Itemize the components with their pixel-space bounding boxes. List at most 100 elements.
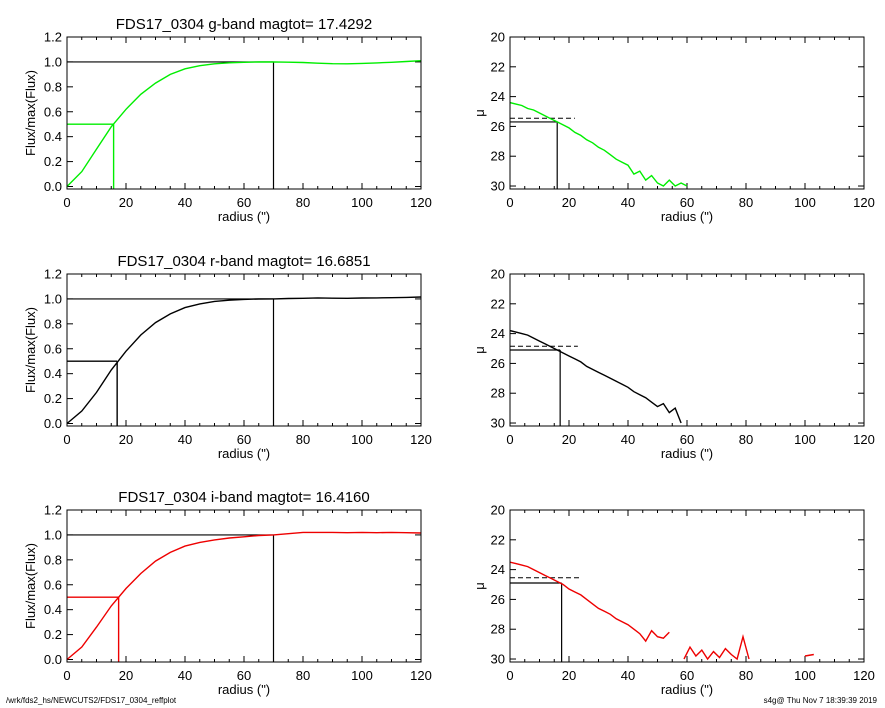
x-axis-label: radius (")	[218, 682, 270, 697]
x-tick-label: 40	[621, 432, 635, 447]
x-tick-label: 0	[506, 432, 513, 447]
x-tick-label: 0	[63, 432, 70, 447]
x-axis-label: radius (")	[661, 446, 713, 461]
y-axis-label: μ	[472, 582, 487, 590]
x-axis-label: radius (")	[661, 209, 713, 224]
y-tick-label: 1.0	[44, 527, 62, 542]
x-tick-label: 20	[119, 432, 133, 447]
x-tick-label: 20	[562, 195, 576, 210]
x-tick-label: 100	[794, 668, 816, 683]
panel-title: FDS17_0304 r-band magtot= 16.6851	[117, 253, 370, 270]
panel-4: 0 20 40 60 80 100 120 20 22 24 26 28 30 radius (") μ	[472, 267, 875, 462]
panel-title: FDS17_0304 g-band magtot= 17.4292	[116, 16, 372, 33]
panel-2: 0 20 40 60 80 100 120 20 22 24 26 28 30 radius (") μ	[472, 30, 875, 225]
y-tick-label: 0.6	[44, 341, 62, 356]
x-tick-label: 20	[119, 195, 133, 210]
x-tick-label: 60	[237, 195, 251, 210]
x-tick-label: 120	[410, 668, 432, 683]
y-tick-label: 1.2	[44, 503, 62, 518]
y-tick-label: 30	[491, 179, 505, 194]
y-tick-label: 0.4	[44, 366, 62, 381]
x-tick-label: 80	[296, 195, 310, 210]
data-series-line	[510, 101, 688, 187]
x-tick-label: 100	[351, 195, 373, 210]
y-tick-label: 0.0	[44, 652, 62, 667]
x-tick-label: 80	[296, 668, 310, 683]
x-tick-label: 20	[119, 668, 133, 683]
y-tick-label: 0.4	[44, 602, 62, 617]
x-tick-label: 0	[63, 195, 70, 210]
x-tick-label: 80	[296, 432, 310, 447]
plot-frame	[66, 509, 422, 663]
y-tick-label: 22	[491, 532, 505, 547]
y-axis-label: μ	[472, 346, 487, 354]
x-tick-label: 0	[63, 668, 70, 683]
plot-frame	[509, 509, 865, 663]
y-tick-label: 0.2	[44, 627, 62, 642]
x-tick-label: 120	[853, 195, 875, 210]
plot-frame	[509, 36, 865, 190]
data-series-line	[804, 653, 814, 657]
plot-frame	[66, 273, 422, 427]
y-tick-label: 0.4	[44, 129, 62, 144]
x-tick-label: 20	[562, 432, 576, 447]
y-tick-label: 28	[491, 622, 505, 637]
x-axis-label: radius (")	[218, 209, 270, 224]
x-axis-label: radius (")	[218, 446, 270, 461]
x-tick-label: 120	[853, 668, 875, 683]
x-tick-label: 60	[237, 668, 251, 683]
x-tick-label: 60	[680, 668, 694, 683]
y-tick-label: 26	[491, 592, 505, 607]
y-tick-label: 20	[491, 30, 505, 45]
y-tick-label: 0.6	[44, 104, 62, 119]
y-tick-label: 0.6	[44, 577, 62, 592]
y-tick-label: 0.2	[44, 154, 62, 169]
y-tick-label: 20	[491, 267, 505, 282]
x-axis-label: radius (")	[661, 682, 713, 697]
x-tick-label: 40	[621, 668, 635, 683]
y-tick-label: 22	[491, 296, 505, 311]
y-axis-label: μ	[472, 109, 487, 117]
y-tick-label: 1.2	[44, 267, 62, 282]
x-tick-label: 40	[178, 195, 192, 210]
y-tick-label: 28	[491, 149, 505, 164]
x-tick-label: 120	[410, 195, 432, 210]
footer-timestamp: s4g@ Thu Nov 7 18:39:39 2019	[763, 696, 877, 705]
data-series-line	[510, 329, 682, 424]
y-tick-label: 26	[491, 119, 505, 134]
y-tick-label: 26	[491, 356, 505, 371]
x-tick-label: 60	[237, 432, 251, 447]
y-tick-label: 0.0	[44, 179, 62, 194]
data-series-line	[67, 296, 421, 425]
y-tick-label: 0.8	[44, 552, 62, 567]
data-series-line	[683, 633, 750, 661]
x-tick-label: 20	[562, 668, 576, 683]
y-axis-label: Flux/max(Flux)	[23, 70, 38, 156]
y-tick-label: 22	[491, 59, 505, 74]
y-tick-label: 1.0	[44, 54, 62, 69]
y-tick-label: 24	[491, 562, 505, 577]
y-tick-label: 20	[491, 503, 505, 518]
plot-frame	[66, 36, 422, 190]
x-tick-label: 80	[739, 432, 753, 447]
x-tick-label: 100	[351, 432, 373, 447]
y-tick-label: 0.8	[44, 316, 62, 331]
y-tick-label: 28	[491, 386, 505, 401]
y-tick-label: 30	[491, 652, 505, 667]
footer-file-path: /wrk/fds2_hs/NEWCUTS2/FDS17_0304_reffplo…	[6, 696, 177, 705]
panel-6: 0 20 40 60 80 100 120 20 22 24 26 28 30 radius (") μ	[472, 503, 875, 698]
plot-frame	[509, 273, 865, 427]
x-tick-label: 0	[506, 668, 513, 683]
x-tick-label: 40	[178, 668, 192, 683]
y-axis-label: Flux/max(Flux)	[23, 543, 38, 629]
data-series-line	[67, 531, 421, 661]
y-tick-label: 1.0	[44, 291, 62, 306]
x-tick-label: 120	[410, 432, 432, 447]
y-tick-label: 24	[491, 326, 505, 341]
panel-5: FDS17_0304 i-band magtot= 16.4160 0 20 40 60…	[23, 489, 432, 697]
x-tick-label: 60	[680, 195, 694, 210]
x-tick-label: 40	[178, 432, 192, 447]
data-series-line	[67, 60, 421, 187]
x-tick-label: 40	[621, 195, 635, 210]
